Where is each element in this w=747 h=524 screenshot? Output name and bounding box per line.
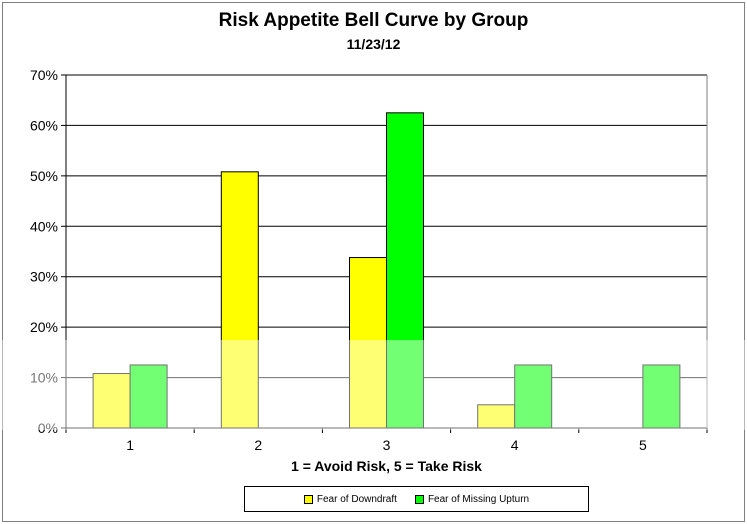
bar-missing-upturn-5 [642, 364, 681, 429]
legend-swatch-missing-upturn [414, 494, 424, 504]
axes [61, 74, 708, 433]
legend-swatch-downdraft [303, 494, 313, 504]
bar-downdraft-3 [349, 257, 387, 429]
bar-missing-upturn-1 [129, 364, 168, 429]
y-tick-label: 60% [30, 117, 58, 133]
y-tick-labels: 0% 10% 20% 30% 40% 50% 60% 70% [30, 67, 58, 436]
legend-label-downdraft: Fear of Downdraft [316, 493, 397, 505]
bar-downdraft-4 [477, 404, 516, 429]
y-tick-label: 0% [38, 420, 58, 436]
x-tick-label: 2 [254, 437, 262, 453]
bars [92, 112, 681, 429]
y-tick-label: 50% [30, 168, 58, 184]
chart-subtitle: 11/23/12 [346, 36, 401, 52]
y-tick-label: 30% [30, 269, 58, 285]
y-tick-label: 40% [30, 218, 58, 234]
chart-title: Risk Appetite Bell Curve by Group [218, 10, 529, 31]
legend-label-missing-upturn: Fear of Missing Upturn [427, 493, 530, 505]
legend: Fear of Downdraft Fear of Missing Upturn [244, 486, 589, 512]
bar-missing-upturn-3 [386, 112, 424, 429]
x-axis-label: 1 = Avoid Risk, 5 = Take Risk [291, 458, 482, 474]
x-tick-label: 1 [126, 437, 134, 453]
y-tick-label: 20% [30, 319, 58, 335]
bar-missing-upturn-4 [514, 364, 553, 429]
bar-downdraft-1 [92, 373, 131, 429]
x-tick-label: 4 [511, 437, 519, 453]
x-tick-label: 5 [639, 437, 647, 453]
x-tick-label: 3 [383, 437, 391, 453]
bar-downdraft-2 [220, 171, 259, 429]
y-tick-label: 70% [30, 67, 58, 83]
y-tick-label: 10% [30, 370, 58, 386]
x-tick-labels: 1 2 3 4 5 [126, 437, 647, 453]
legend-item-downdraft: Fear of Downdraft [303, 493, 397, 505]
legend-item-missing-upturn: Fear of Missing Upturn [414, 493, 530, 505]
